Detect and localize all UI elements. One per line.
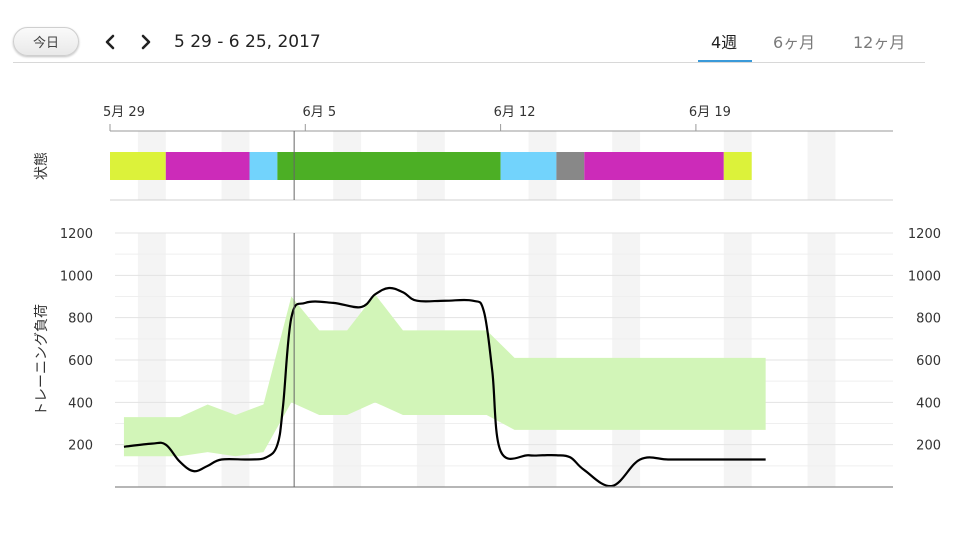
y-tick-label-right: 800 [916,312,941,327]
active-tab-indicator [698,60,752,63]
y-tick-label-left: 1000 [60,269,93,284]
date-range-label: 5 29 - 6 25, 2017 [174,32,321,52]
y-tick-label-right: 1000 [908,269,941,284]
y-tick-label-left: 600 [68,354,93,369]
y-tick-labels: 200 200 400 400 600 600 800 800 1000 1000 1200 1200 [60,227,941,454]
status-segment [165,152,250,180]
chevron-right-icon [141,34,151,50]
y-tick-label-left: 1200 [60,227,93,242]
y-tick-label-left: 800 [68,312,93,327]
x-tick-label: 6月 19 [689,105,731,120]
load-ylabel: トレーニング負荷 [34,304,50,416]
timeline-ylabel: 状態 [34,152,50,180]
y-tick-label-right: 400 [916,396,941,411]
y-tick-label-left: 400 [68,396,93,411]
status-segment [723,152,752,180]
x-tick-label: 6月 5 [302,105,336,120]
status-segment [584,152,724,180]
load-band-area [123,294,766,457]
prev-week-button[interactable] [99,30,121,54]
load-series-line [123,286,766,488]
y-tick-label-left: 200 [68,439,93,454]
chart-axes [115,131,893,488]
tab-4-weeks[interactable]: 4週 [711,33,738,52]
training-load-line [123,286,766,488]
x-tick-label: 6月 12 [494,105,536,120]
status-segment [110,152,166,180]
x-tick-labels: 5月 29 6月 5 6月 12 6月 19 [103,105,731,131]
status-segment [500,152,557,180]
x-tick-label: 5月 29 [103,105,145,120]
status-segment [556,152,585,180]
header-divider [13,62,925,63]
weekend-stripe [807,131,836,200]
status-segment [249,152,278,180]
today-button[interactable]: 今日 [13,27,79,56]
status-timeline-bars [110,152,752,180]
y-tick-label-right: 1200 [908,227,941,242]
y-tick-label-right: 200 [916,439,941,454]
next-week-button[interactable] [135,30,157,54]
optimal-load-band [123,294,766,457]
tab-12-months[interactable]: 12ヶ月 [853,33,906,52]
chevron-left-icon [105,34,115,50]
status-segment [277,152,501,180]
y-tick-label-right: 600 [916,354,941,369]
tab-6-months[interactable]: 6ヶ月 [773,33,816,52]
